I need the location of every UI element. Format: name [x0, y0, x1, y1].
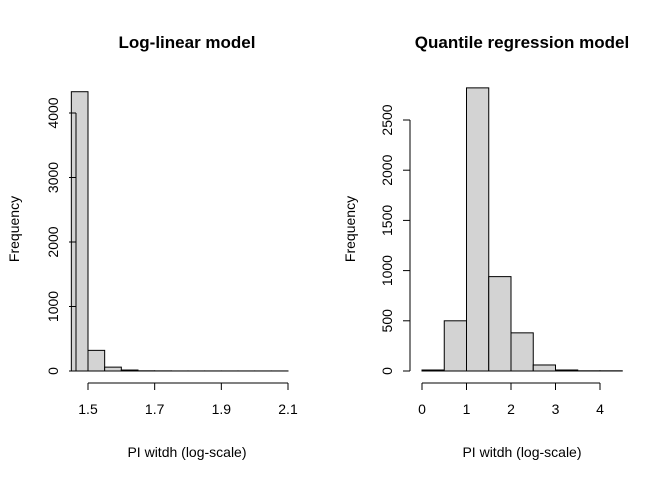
y-tick-label: 3000 — [45, 162, 61, 193]
histogram-bar — [510, 332, 534, 372]
y-tick-label: 4000 — [45, 97, 61, 128]
panel-log-linear: Log-linear model PI witdh (log-scale) Fr… — [6, 33, 298, 460]
x-axis-label: PI witdh (log-scale) — [462, 444, 581, 460]
x-tick-label: 1 — [463, 401, 471, 417]
histogram-bar — [120, 369, 139, 372]
x-tick-label: 1.9 — [212, 401, 232, 417]
histogram-bar — [421, 369, 445, 372]
x-axis: 1.5 1.7 1.9 2.1 — [78, 382, 298, 417]
bars — [70, 91, 289, 372]
y-tick-label: 1000 — [45, 291, 61, 322]
x-tick-label: 1.5 — [78, 401, 98, 417]
y-axis-label: Frequency — [342, 196, 358, 262]
histogram-bar — [87, 349, 106, 372]
y-tick-label: 2000 — [45, 226, 61, 257]
y-tick-label: 1500 — [379, 205, 395, 236]
y-tick-label: 0 — [45, 367, 61, 375]
chart-title: Log-linear model — [119, 33, 256, 52]
histogram-bar — [443, 320, 467, 372]
y-axis: 0 1000 2000 3000 4000 — [45, 97, 77, 375]
chart-title: Quantile regression model — [415, 33, 629, 52]
x-axis-label: PI witdh (log-scale) — [127, 444, 246, 460]
x-tick-label: 1.7 — [145, 401, 165, 417]
histogram-bar — [555, 369, 579, 372]
y-axis: 0 500 1000 1500 2000 2500 — [379, 104, 411, 375]
y-tick-label: 1000 — [379, 255, 395, 286]
x-axis: 0 1 2 3 4 — [418, 382, 604, 417]
x-tick-label: 2 — [507, 401, 515, 417]
y-tick-label: 2500 — [379, 104, 395, 135]
histogram-bar — [104, 366, 122, 372]
x-tick-label: 4 — [596, 401, 604, 417]
panel-quantile-regression: Quantile regression model PI witdh (log-… — [342, 33, 629, 460]
y-axis-label: Frequency — [6, 196, 22, 262]
y-tick-label: 2000 — [379, 154, 395, 185]
x-tick-label: 2.1 — [278, 401, 298, 417]
y-tick-label: 0 — [379, 367, 395, 375]
histogram-bar — [488, 276, 512, 372]
x-tick-label: 0 — [418, 401, 426, 417]
histogram-bar — [466, 87, 490, 372]
bars — [421, 87, 623, 372]
x-tick-label: 3 — [552, 401, 560, 417]
histogram-bar — [70, 91, 89, 372]
histogram-bar — [532, 364, 556, 372]
y-tick-label: 500 — [379, 309, 395, 333]
